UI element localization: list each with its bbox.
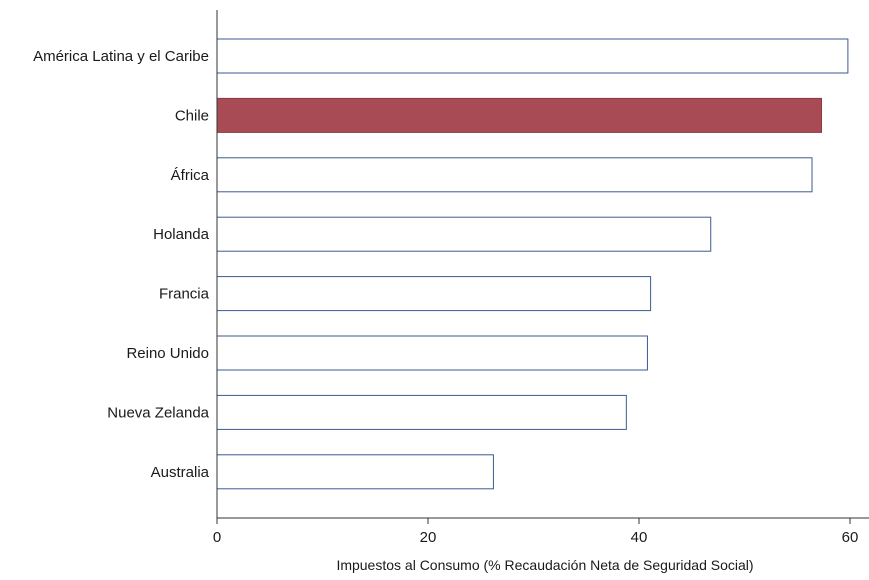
x-tick-label: 20 <box>420 529 437 546</box>
x-axis-ticks: 0 20 40 60 <box>213 518 859 546</box>
category-label: Nueva Zelanda <box>107 404 209 421</box>
x-tick-label: 40 <box>631 529 648 546</box>
category-label: Chile <box>175 107 209 124</box>
bar-5 <box>216 335 648 371</box>
category-label: Reino Unido <box>126 345 209 362</box>
bar-6 <box>216 394 627 430</box>
category-label: América Latina y el Caribe <box>33 48 209 65</box>
x-tick-label: 0 <box>213 529 221 546</box>
bar-7 <box>216 454 494 490</box>
bar-1 <box>216 97 823 133</box>
bar-3 <box>216 216 712 252</box>
category-label: Australia <box>151 464 210 481</box>
bars-layer <box>216 38 849 490</box>
x-axis-title: Impuestos al Consumo (% Recaudación Neta… <box>336 557 753 573</box>
category-label: Holanda <box>153 226 210 243</box>
x-tick-label: 60 <box>842 529 859 546</box>
bar-0 <box>216 38 849 74</box>
category-label: Francia <box>159 286 210 303</box>
category-labels: América Latina y el Caribe Chile África Hol… <box>33 48 210 481</box>
bar-4 <box>216 276 652 312</box>
bar-2 <box>216 157 813 193</box>
category-label: África <box>171 167 210 184</box>
